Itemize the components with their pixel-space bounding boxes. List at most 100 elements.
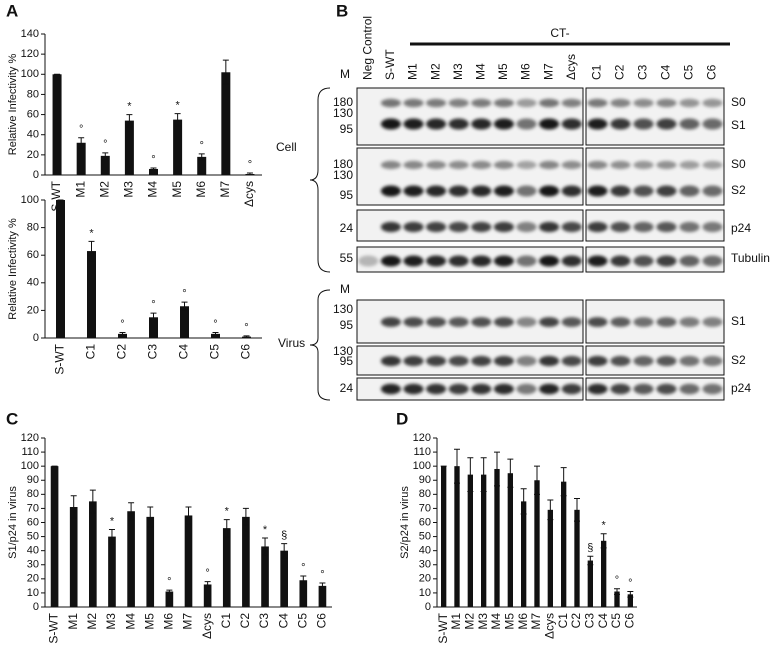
error-bar (212, 331, 219, 336)
band (426, 221, 447, 233)
band (539, 317, 560, 327)
band (679, 160, 700, 170)
lane-label: C1 (590, 64, 604, 80)
y-tick-label: 0 (425, 601, 431, 613)
lane-label: M6 (519, 63, 533, 80)
y-axis-label: S1/p24 in virus (7, 486, 19, 559)
x-tick-label: C4 (177, 344, 191, 360)
band (380, 160, 401, 170)
band (610, 355, 631, 367)
bar (146, 516, 155, 607)
y-tick-label: 0 (33, 332, 39, 344)
band (380, 255, 401, 267)
x-tick-label: C6 (623, 613, 637, 629)
band (380, 221, 401, 233)
band (656, 160, 677, 170)
band (426, 317, 447, 327)
panel-letter: D (396, 409, 408, 428)
y-tick-label: 0 (33, 169, 39, 181)
x-tick-label: C1 (219, 613, 233, 629)
band-label: S0 (731, 157, 746, 171)
size-marker: 95 (340, 318, 354, 332)
x-tick-label: S-WT (47, 612, 61, 643)
band (610, 317, 631, 327)
error-bar (88, 240, 95, 262)
y-tick-label: 10 (419, 587, 431, 599)
band (471, 383, 492, 395)
size-marker: 95 (340, 354, 354, 368)
bar (180, 306, 189, 338)
band-label: p24 (731, 221, 751, 235)
y-tick-label: 20 (27, 149, 39, 161)
blot-box (585, 147, 725, 206)
blot-box (585, 87, 725, 146)
y-tick-label: 80 (27, 88, 39, 100)
size-marker: 130 (333, 302, 353, 316)
band (516, 355, 537, 367)
band (448, 355, 469, 367)
band (493, 160, 514, 170)
band (587, 383, 608, 395)
bar (467, 474, 473, 607)
size-marker: 180 (333, 157, 353, 171)
significance-marker: § (587, 542, 593, 554)
band (471, 221, 492, 233)
error-bar (126, 114, 133, 128)
band (539, 255, 560, 267)
band (448, 98, 469, 108)
x-tick-label: C3 (257, 613, 271, 629)
bar (100, 155, 110, 175)
y-tick-label: 60 (27, 516, 39, 528)
x-tick-label: Δcys (242, 181, 256, 207)
lane-label: M4 (473, 63, 487, 80)
error-bar (242, 507, 249, 526)
size-marker: 55 (340, 251, 354, 265)
band (448, 118, 469, 130)
lane-label: Δcys (564, 54, 578, 80)
significance-marker: ° (167, 576, 171, 588)
bracket (309, 87, 331, 273)
band (702, 383, 723, 395)
x-tick-label: Δcys (543, 613, 557, 639)
blot-bands (380, 317, 723, 327)
group-label: CT- (550, 26, 569, 40)
band-label: Tubulin (731, 251, 770, 265)
band (516, 255, 537, 267)
bar (561, 481, 567, 607)
x-tick-label: C6 (239, 344, 253, 360)
bar (76, 142, 86, 175)
y-tick-label: 0 (33, 601, 39, 613)
error-bar (627, 591, 634, 598)
error-bar (223, 519, 230, 538)
y-tick-label: 70 (419, 502, 431, 514)
bar (211, 333, 220, 338)
lane-label: M1 (406, 63, 420, 80)
lane-label: C2 (613, 64, 627, 80)
band (539, 160, 560, 170)
band (493, 118, 514, 130)
y-tick-label: 90 (27, 474, 39, 486)
lane-label: C4 (659, 64, 673, 80)
x-tick-label: Δcys (200, 613, 214, 639)
significance-marker: ° (301, 562, 305, 574)
y-axis-label: Relative Infectivity % (7, 54, 19, 156)
error-bar (222, 59, 229, 85)
error-bar (166, 589, 173, 594)
x-tick-label: M2 (463, 613, 477, 630)
bar (547, 509, 553, 607)
band (610, 255, 631, 267)
significance-marker: ° (320, 569, 324, 581)
bar (89, 501, 97, 607)
y-axis-label: S2/p24 in virus (399, 486, 411, 559)
band (516, 185, 537, 197)
band (633, 160, 654, 170)
x-tick-label: M5 (142, 613, 156, 630)
blot-bands (380, 355, 723, 367)
band (539, 355, 560, 367)
bar (203, 584, 212, 607)
y-tick-label: 40 (27, 545, 39, 557)
y-tick-label: 100 (21, 460, 39, 472)
significance-marker: § (281, 530, 287, 542)
error-bar (281, 543, 288, 559)
error-bar (454, 448, 460, 484)
